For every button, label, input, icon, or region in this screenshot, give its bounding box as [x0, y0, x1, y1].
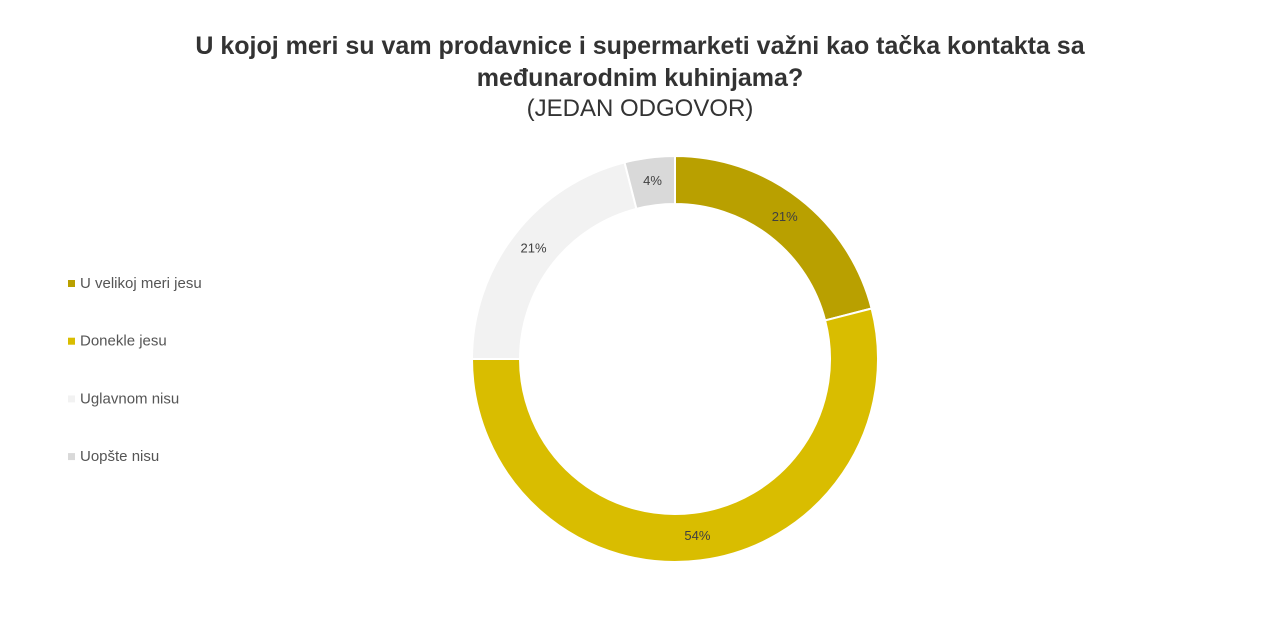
legend-label: Uglavnom nisu [80, 390, 179, 407]
donut-slice [674, 154, 873, 322]
donut-slice [623, 154, 676, 211]
data-label: 54% [684, 528, 710, 543]
donut-slice [470, 161, 638, 360]
legend-label: Uopšte nisu [80, 448, 159, 465]
chart-subtitle: (JEDAN ODGOVOR) [526, 95, 754, 122]
data-label: 4% [643, 173, 662, 188]
chart-title: U kojoj meri su vam prodavnice i superma… [195, 32, 1085, 92]
legend-swatch [68, 453, 75, 461]
donut-slice [470, 307, 879, 563]
legend-swatch [68, 395, 75, 403]
data-label: 21% [521, 241, 547, 256]
legend-label: Donekle jesu [80, 333, 167, 350]
legend-swatch [68, 280, 75, 287]
legend-swatch [68, 337, 75, 345]
legend-label: U velikoj meri jesu [80, 275, 202, 292]
data-label: 21% [772, 209, 798, 224]
